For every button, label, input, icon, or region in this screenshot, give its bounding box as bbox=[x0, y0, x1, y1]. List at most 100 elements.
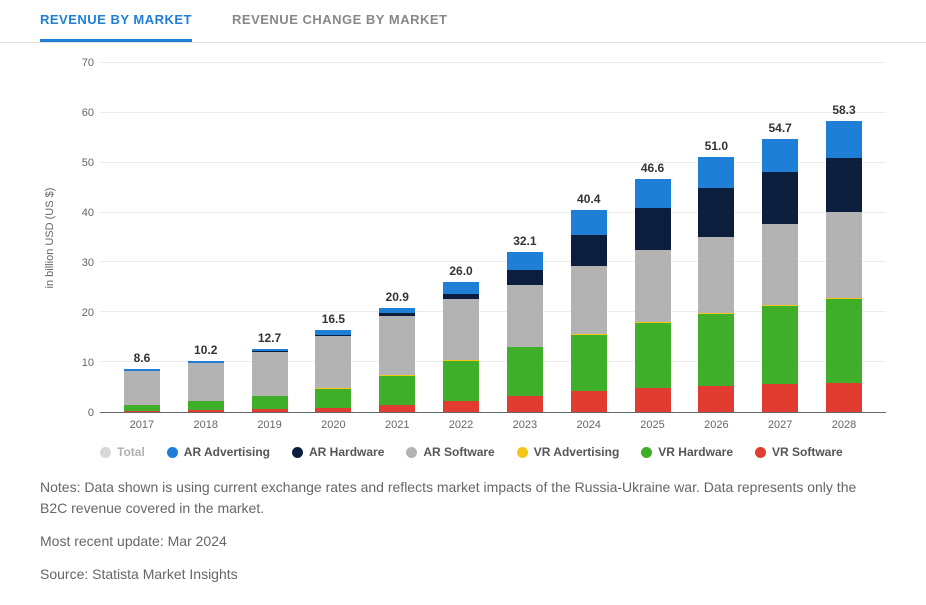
legend-label: AR Hardware bbox=[309, 445, 384, 459]
y-tick: 70 bbox=[82, 57, 94, 69]
bar-total-label: 12.7 bbox=[258, 331, 281, 345]
bar-stack bbox=[443, 282, 479, 412]
bar-segment-ar-advertising bbox=[826, 121, 862, 158]
bar-segment-ar-advertising bbox=[698, 157, 734, 188]
bar-total-label: 58.3 bbox=[832, 103, 855, 117]
bar-segment-ar-software bbox=[635, 250, 671, 322]
bar-segment-ar-software bbox=[762, 224, 798, 306]
bar-stack bbox=[507, 252, 543, 413]
tab-revenue-by-market[interactable]: REVENUE BY MARKET bbox=[40, 0, 192, 42]
y-axis-label: in billion USD (US $) bbox=[44, 188, 56, 289]
legend-item-vr-hardware[interactable]: VR Hardware bbox=[641, 445, 733, 459]
bar-segment-vr-software bbox=[188, 410, 224, 412]
bar-segment-ar-software bbox=[188, 363, 224, 401]
x-tick-label: 2022 bbox=[436, 419, 486, 431]
y-tick: 50 bbox=[82, 157, 94, 169]
x-tick-label: 2023 bbox=[500, 419, 550, 431]
x-tick-label: 2027 bbox=[755, 419, 805, 431]
bar-segment-ar-software bbox=[379, 316, 415, 376]
y-tick: 10 bbox=[82, 357, 94, 369]
bar-segment-ar-software bbox=[507, 285, 543, 347]
bar-column: 12.7 bbox=[245, 331, 295, 413]
bar-stack bbox=[698, 157, 734, 412]
legend-swatch bbox=[517, 447, 528, 458]
legend-item-ar-hardware[interactable]: AR Hardware bbox=[292, 445, 384, 459]
legend-label: VR Advertising bbox=[534, 445, 620, 459]
bar-stack bbox=[762, 139, 798, 413]
notes-text: Notes: Data shown is using current excha… bbox=[40, 477, 886, 519]
bar-segment-vr-software bbox=[124, 411, 160, 413]
bar-stack bbox=[826, 121, 862, 413]
bar-segment-vr-hardware bbox=[635, 323, 671, 388]
bar-stack bbox=[188, 361, 224, 412]
bar-column: 26.0 bbox=[436, 264, 486, 412]
x-tick-label: 2019 bbox=[245, 419, 295, 431]
legend-item-ar-advertising[interactable]: AR Advertising bbox=[167, 445, 270, 459]
x-tick-label: 2025 bbox=[628, 419, 678, 431]
bar-total-label: 8.6 bbox=[134, 351, 151, 365]
bar-total-label: 54.7 bbox=[769, 121, 792, 135]
legend-swatch bbox=[406, 447, 417, 458]
bar-total-label: 16.5 bbox=[322, 312, 345, 326]
legend-label: VR Software bbox=[772, 445, 843, 459]
bar-segment-ar-advertising bbox=[443, 282, 479, 294]
y-tick: 30 bbox=[82, 257, 94, 269]
y-tick: 40 bbox=[82, 207, 94, 219]
bar-segment-ar-hardware bbox=[507, 270, 543, 285]
bar-segment-ar-hardware bbox=[635, 208, 671, 251]
bar-stack bbox=[252, 349, 288, 413]
bar-segment-ar-advertising bbox=[635, 179, 671, 208]
bars-container: 8.610.212.716.520.926.032.140.446.651.05… bbox=[100, 63, 886, 412]
legend-swatch bbox=[292, 447, 303, 458]
bar-column: 58.3 bbox=[819, 103, 869, 413]
legend-swatch bbox=[100, 447, 111, 458]
y-tick: 20 bbox=[82, 307, 94, 319]
bar-segment-ar-hardware bbox=[762, 172, 798, 224]
bar-segment-ar-software bbox=[443, 299, 479, 360]
x-tick-label: 2020 bbox=[308, 419, 358, 431]
x-tick-label: 2024 bbox=[564, 419, 614, 431]
bar-total-label: 20.9 bbox=[386, 290, 409, 304]
legend-label: AR Advertising bbox=[184, 445, 270, 459]
bar-segment-vr-hardware bbox=[571, 335, 607, 392]
bar-segment-vr-hardware bbox=[826, 299, 862, 383]
legend: Total AR Advertising AR Hardware AR Softwar… bbox=[100, 445, 886, 459]
bar-segment-ar-hardware bbox=[698, 188, 734, 237]
bar-column: 54.7 bbox=[755, 121, 805, 413]
bar-segment-vr-software bbox=[443, 401, 479, 413]
bar-segment-ar-hardware bbox=[826, 158, 862, 212]
bar-total-label: 32.1 bbox=[513, 234, 536, 248]
bar-segment-ar-advertising bbox=[762, 139, 798, 173]
bar-column: 40.4 bbox=[564, 192, 614, 412]
bar-stack bbox=[571, 210, 607, 412]
tab-revenue-change-by-market[interactable]: REVENUE CHANGE BY MARKET bbox=[232, 0, 447, 42]
bar-segment-ar-software bbox=[252, 352, 288, 396]
x-tick-label: 2021 bbox=[372, 419, 422, 431]
bar-segment-vr-hardware bbox=[315, 389, 351, 408]
bar-segment-ar-software bbox=[315, 336, 351, 388]
bar-segment-ar-advertising bbox=[507, 252, 543, 271]
legend-item-ar-software[interactable]: AR Software bbox=[406, 445, 494, 459]
bar-total-label: 10.2 bbox=[194, 343, 217, 357]
bar-segment-ar-software bbox=[571, 266, 607, 334]
bar-segment-vr-hardware bbox=[379, 376, 415, 405]
legend-item-vr-advertising[interactable]: VR Advertising bbox=[517, 445, 620, 459]
bar-segment-vr-software bbox=[315, 408, 351, 413]
bar-column: 20.9 bbox=[372, 290, 422, 413]
x-tick-label: 2026 bbox=[691, 419, 741, 431]
x-tick-label: 2017 bbox=[117, 419, 167, 431]
chart-area: in billion USD (US $) 010203040506070 8.… bbox=[40, 63, 886, 413]
bar-segment-vr-software bbox=[571, 391, 607, 412]
bar-segment-vr-hardware bbox=[507, 347, 543, 396]
bar-segment-vr-software bbox=[635, 388, 671, 413]
notes-source: Source: Statista Market Insights bbox=[40, 564, 886, 585]
bar-segment-ar-advertising bbox=[571, 210, 607, 235]
legend-label: VR Hardware bbox=[658, 445, 733, 459]
bar-column: 51.0 bbox=[691, 139, 741, 412]
bar-segment-vr-software bbox=[252, 409, 288, 412]
legend-item-vr-software[interactable]: VR Software bbox=[755, 445, 843, 459]
bar-segment-vr-software bbox=[698, 386, 734, 413]
legend-item-total[interactable]: Total bbox=[100, 445, 145, 459]
legend-swatch bbox=[641, 447, 652, 458]
bar-segment-ar-software bbox=[826, 212, 862, 299]
